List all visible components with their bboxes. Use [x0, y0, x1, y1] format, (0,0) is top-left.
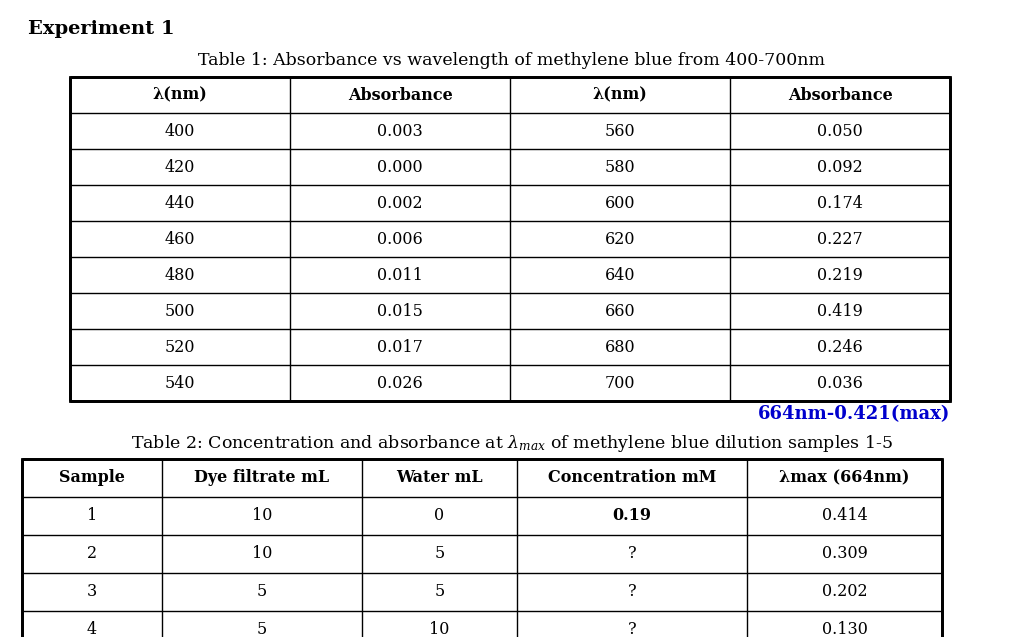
Text: 480: 480 [165, 266, 196, 283]
Text: 640: 640 [605, 266, 635, 283]
Text: Dye filtrate mL: Dye filtrate mL [195, 469, 330, 487]
Bar [22, 459, 942, 637]
Text: 420: 420 [165, 159, 196, 176]
Text: 5: 5 [257, 622, 267, 637]
Text: 0.092: 0.092 [817, 159, 863, 176]
Text: 0.202: 0.202 [821, 583, 867, 601]
Text: 540: 540 [165, 375, 196, 392]
Text: Sample: Sample [59, 469, 125, 487]
Text: 0.227: 0.227 [817, 231, 863, 248]
Text: ?: ? [628, 545, 636, 562]
Text: 10: 10 [429, 622, 450, 637]
Text: 0.003: 0.003 [377, 122, 423, 140]
Text: 4: 4 [87, 622, 97, 637]
Text: Table 1: Absorbance vs wavelength of methylene blue from 400-700nm: Table 1: Absorbance vs wavelength of met… [199, 52, 825, 69]
Text: 0.017: 0.017 [377, 338, 423, 355]
Text: 0.246: 0.246 [817, 338, 863, 355]
Text: Concentration mM: Concentration mM [548, 469, 716, 487]
Bar [70, 77, 950, 401]
Text: ?: ? [628, 622, 636, 637]
Text: 5: 5 [434, 583, 444, 601]
Text: 520: 520 [165, 338, 196, 355]
Text: 3: 3 [87, 583, 97, 601]
Text: 664nm-0.421(max): 664nm-0.421(max) [758, 405, 950, 423]
Text: 460: 460 [165, 231, 196, 248]
Text: λmax (664nm): λmax (664nm) [779, 469, 909, 487]
Text: 2: 2 [87, 545, 97, 562]
Text: 0.011: 0.011 [377, 266, 423, 283]
Text: Absorbance: Absorbance [787, 87, 892, 103]
Text: 0.050: 0.050 [817, 122, 863, 140]
Text: Experiment 1: Experiment 1 [28, 20, 175, 38]
Text: 5: 5 [257, 583, 267, 601]
Text: Absorbance: Absorbance [347, 87, 453, 103]
Text: 0.036: 0.036 [817, 375, 863, 392]
Text: Water mL: Water mL [396, 469, 482, 487]
Text: 0.015: 0.015 [377, 303, 423, 320]
Text: 600: 600 [605, 194, 635, 211]
Text: 0.174: 0.174 [817, 194, 863, 211]
Text: λ(nm): λ(nm) [153, 87, 208, 103]
Text: 0.006: 0.006 [377, 231, 423, 248]
Text: 0.130: 0.130 [821, 622, 867, 637]
Text: ?: ? [628, 583, 636, 601]
Text: 0.414: 0.414 [821, 508, 867, 524]
Text: 5: 5 [434, 545, 444, 562]
Text: 0.419: 0.419 [817, 303, 863, 320]
Text: 500: 500 [165, 303, 196, 320]
Text: 0.026: 0.026 [377, 375, 423, 392]
Text: 0.19: 0.19 [612, 508, 651, 524]
Text: 580: 580 [605, 159, 635, 176]
Text: 0.000: 0.000 [377, 159, 423, 176]
Text: 0.002: 0.002 [377, 194, 423, 211]
Text: 620: 620 [605, 231, 635, 248]
Text: 10: 10 [252, 508, 272, 524]
Text: Table 2: Concentration and absorbance at $\lambda_{max}$ of methylene blue dilut: Table 2: Concentration and absorbance at… [131, 433, 893, 454]
Text: 1: 1 [87, 508, 97, 524]
Text: 0: 0 [434, 508, 444, 524]
Text: 440: 440 [165, 194, 196, 211]
Text: 700: 700 [605, 375, 635, 392]
Text: λ(nm): λ(nm) [593, 87, 647, 103]
Text: 0.219: 0.219 [817, 266, 863, 283]
Text: 680: 680 [605, 338, 635, 355]
Text: 660: 660 [605, 303, 635, 320]
Text: 560: 560 [605, 122, 635, 140]
Text: 10: 10 [252, 545, 272, 562]
Text: 400: 400 [165, 122, 196, 140]
Text: 0.309: 0.309 [821, 545, 867, 562]
